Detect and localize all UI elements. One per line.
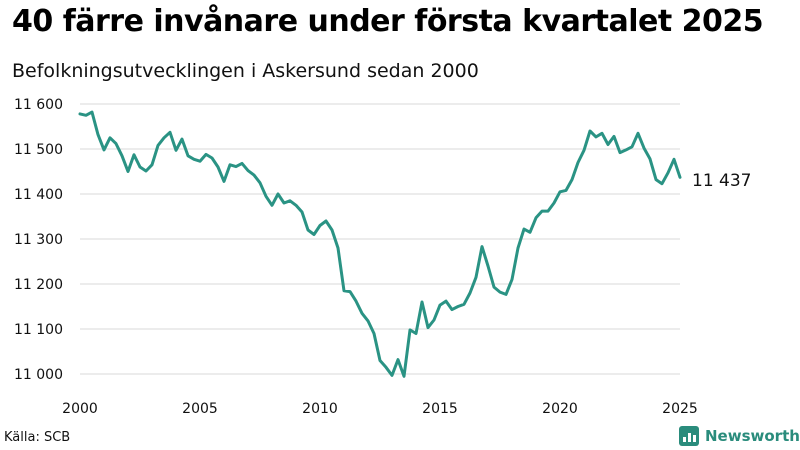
chart-title: 40 färre invånare under första kvartalet… <box>12 4 764 39</box>
x-tick-label: 2010 <box>302 401 338 417</box>
x-tick-label: 2005 <box>182 401 218 417</box>
source-note: Källa: SCB <box>4 430 71 445</box>
gridlines <box>80 103 680 375</box>
x-tick-label: 2015 <box>422 401 458 417</box>
y-tick-label: 11 000 <box>14 367 63 383</box>
population-line <box>78 110 682 378</box>
chart-subtitle: Befolkningsutvecklingen i Askersund seda… <box>12 60 479 82</box>
end-value-label: 11 437 <box>692 171 751 191</box>
brand-logo: Newsworthy <box>679 426 800 446</box>
newsworthy-bar-chart-icon <box>679 426 699 446</box>
x-tick-label: 2000 <box>62 401 98 417</box>
y-tick-label: 11 400 <box>14 187 63 203</box>
y-tick-label: 11 600 <box>14 97 63 113</box>
x-tick-label: 2020 <box>542 401 578 417</box>
y-axis-ticks: 11 000 11 100 11 200 11 300 11 400 11 500 11 6… <box>14 97 63 383</box>
y-tick-label: 11 100 <box>14 322 63 338</box>
x-axis-ticks: 2000 2005 2010 2015 2020 2025 <box>62 401 698 417</box>
brand-name: Newsworthy <box>705 427 800 445</box>
y-tick-label: 11 300 <box>14 232 63 248</box>
y-tick-label: 11 200 <box>14 277 63 293</box>
y-tick-label: 11 500 <box>14 142 63 158</box>
x-tick-label: 2025 <box>662 401 698 417</box>
